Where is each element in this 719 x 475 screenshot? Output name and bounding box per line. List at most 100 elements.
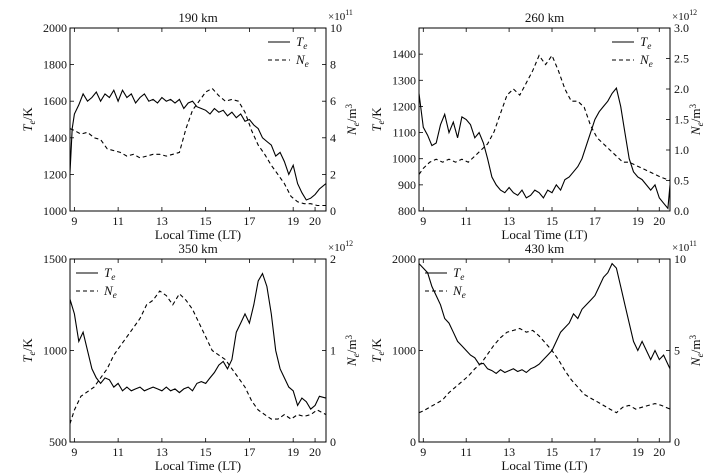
y-left-tick-label: 1200 (43, 167, 67, 181)
y-left-tick-label: 900 (398, 178, 416, 192)
y-right-tick-label: 0 (330, 204, 336, 218)
y-left-tick-label: 2000 (392, 252, 416, 266)
y-left-tick-label: 1000 (392, 344, 416, 358)
series-line-Ne (70, 87, 326, 207)
x-tick-label: 19 (287, 214, 299, 228)
y-left-tick-label: 1000 (43, 204, 67, 218)
chart-title: 350 km (178, 241, 217, 256)
y-left-tick-label: 1600 (43, 94, 67, 108)
y-left-tick-label: 1000 (43, 344, 67, 358)
y-right-tick-label: 0.0 (674, 204, 689, 218)
x-tick-label: 17 (243, 214, 255, 228)
y-left-axis-label: Te/K (20, 107, 38, 132)
x-axis-label: Local Time (LT) (501, 227, 587, 242)
y-right-tick-label: 1.0 (674, 143, 689, 157)
x-tick-label: 9 (420, 214, 426, 228)
x-tick-label: 13 (156, 445, 168, 459)
y-left-tick-label: 1500 (43, 252, 67, 266)
legend-label-Te: Te (453, 265, 464, 283)
y-right-tick-label: 5 (674, 344, 680, 358)
y-right-tick-label: 3.0 (674, 21, 689, 35)
y-left-tick-label: 800 (398, 204, 416, 218)
y-left-tick-label: 1200 (392, 99, 416, 113)
legend-label-Ne: Ne (295, 52, 309, 70)
x-tick-label: 19 (632, 445, 644, 459)
x-tick-label: 13 (503, 445, 515, 459)
y-left-axis-label: Te/K (369, 107, 387, 132)
y-right-tick-label: 2 (330, 252, 336, 266)
y-left-tick-label: 1300 (392, 73, 416, 87)
plot-frame (69, 27, 327, 212)
x-tick-label: 20 (309, 214, 321, 228)
x-axis-label: Local Time (LT) (501, 458, 587, 473)
x-tick-label: 9 (71, 214, 77, 228)
y-right-tick-label: 10 (674, 252, 686, 266)
x-tick-label: 13 (156, 214, 168, 228)
chart-title: 260 km (525, 10, 564, 25)
panel-430-km: 430 km 9 11 13 15 17 19 20 0 1000 2000 0 5 10×1011 Loc… (369, 239, 706, 473)
x-tick-label: 19 (632, 214, 644, 228)
plot-frame (418, 27, 671, 212)
panel-260-km: 260 km 9 11 13 15 17 19 20 800 900 1000 1100 1200 130… (369, 8, 706, 242)
y-left-axis-label: Te/K (369, 338, 387, 363)
x-axis-label: Local Time (LT) (155, 227, 241, 242)
series-line-Te (70, 272, 326, 410)
y-left-tick-label: 2000 (43, 21, 67, 35)
x-tick-label: 15 (200, 445, 212, 459)
x-tick-label: 9 (71, 445, 77, 459)
x-tick-label: 20 (653, 214, 665, 228)
y-right-axis-label: Ne/m3 (688, 334, 706, 367)
legend-label-Te: Te (296, 34, 307, 52)
y-right-tick-label: 4 (330, 131, 336, 145)
series-line-Ne (70, 290, 326, 424)
legend-label-Te: Te (104, 265, 115, 283)
series-line-Ne (419, 327, 670, 414)
series-line-Te (419, 86, 670, 210)
y-left-axis-label: Te/K (20, 338, 38, 363)
y-right-tick-label: 8 (330, 58, 336, 72)
x-tick-label: 15 (200, 214, 212, 228)
y-right-tick-label: 1 (330, 344, 336, 358)
series-line-Te (419, 262, 670, 375)
y-right-tick-label: 0 (674, 435, 680, 449)
y-left-tick-label: 1800 (43, 58, 67, 72)
legend-label-Te: Te (640, 34, 651, 52)
y-right-tick-label: 0.5 (674, 174, 689, 188)
y-right-tick-label: 0 (330, 435, 336, 449)
legend-label-Ne: Ne (452, 283, 466, 301)
right-axis-exponent: ×1012 (328, 239, 353, 254)
x-tick-label: 11 (460, 445, 472, 459)
x-tick-label: 17 (589, 214, 601, 228)
legend-label-Ne: Ne (103, 283, 117, 301)
chart-title: 430 km (525, 241, 564, 256)
x-tick-label: 20 (653, 445, 665, 459)
x-tick-label: 9 (420, 445, 426, 459)
y-right-axis-label: Ne/m3 (688, 103, 706, 136)
chart-title: 190 km (178, 10, 217, 25)
y-right-tick-label: 2 (330, 167, 336, 181)
y-right-tick-label: 6 (330, 94, 336, 108)
y-left-tick-label: 1400 (43, 131, 67, 145)
legend-label-Ne: Ne (639, 52, 653, 70)
y-left-tick-label: 500 (49, 435, 67, 449)
y-right-tick-label: 10 (330, 21, 342, 35)
y-left-tick-label: 1400 (392, 47, 416, 61)
x-tick-label: 20 (309, 445, 321, 459)
y-right-tick-label: 1.5 (674, 113, 689, 127)
x-tick-label: 13 (503, 214, 515, 228)
x-tick-label: 17 (589, 445, 601, 459)
x-tick-label: 17 (243, 445, 255, 459)
y-right-tick-label: 2.5 (674, 52, 689, 66)
x-tick-label: 15 (546, 445, 558, 459)
y-left-tick-label: 0 (410, 435, 416, 449)
y-right-axis-label: Ne/m3 (344, 334, 362, 367)
y-right-axis-label: Ne/m3 (344, 103, 362, 136)
right-axis-exponent: ×1012 (672, 8, 697, 23)
x-axis-label: Local Time (LT) (155, 458, 241, 473)
x-tick-label: 11 (112, 214, 124, 228)
x-tick-label: 11 (112, 445, 124, 459)
series-line-Ne (419, 54, 670, 182)
y-right-tick-label: 2.0 (674, 82, 689, 96)
x-tick-label: 15 (546, 214, 558, 228)
